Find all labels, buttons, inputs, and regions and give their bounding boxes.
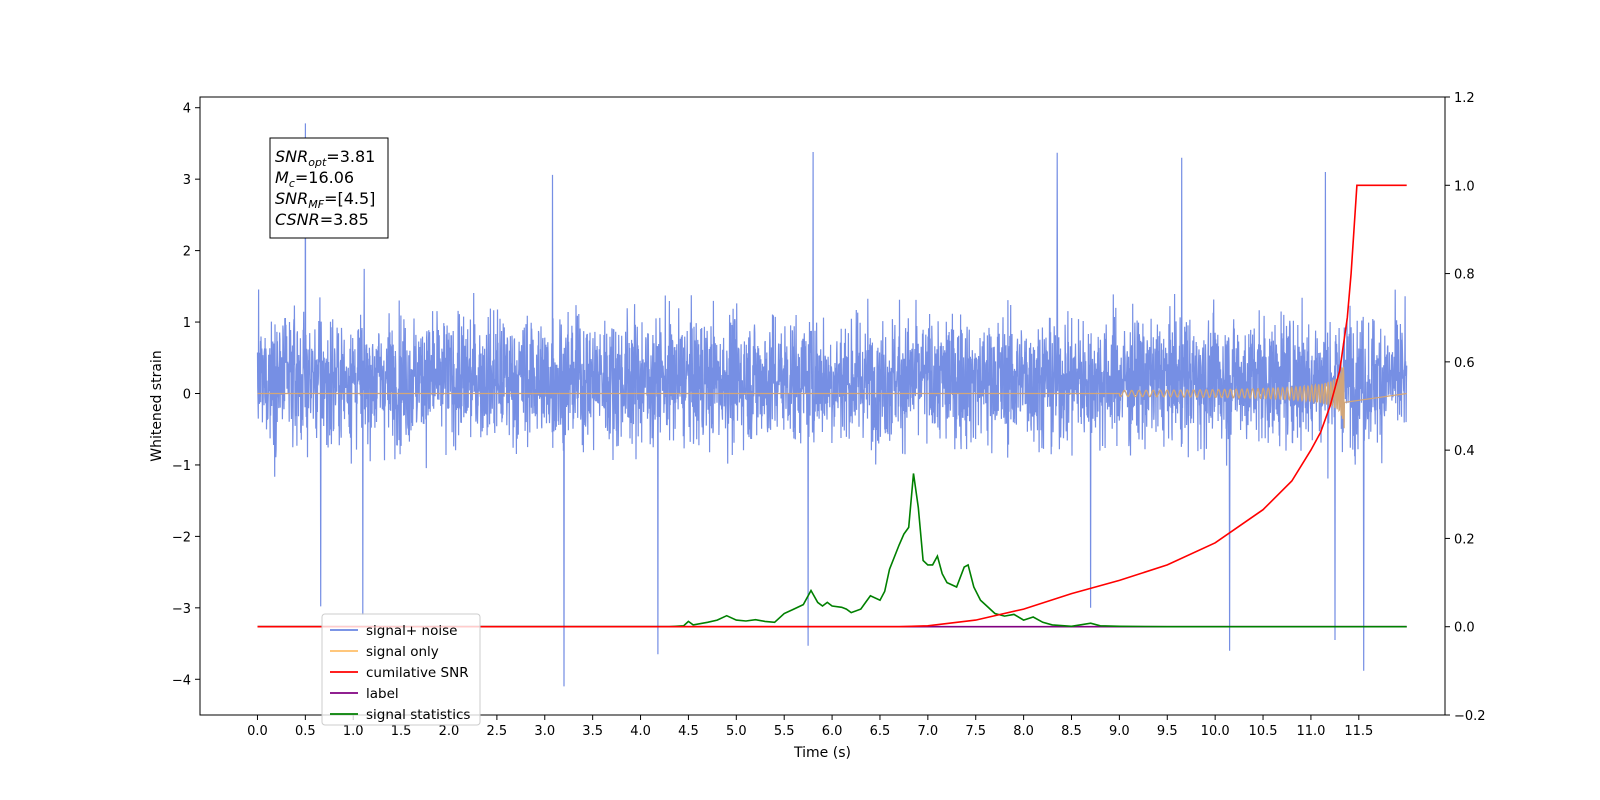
x-tick-label: 5.5 [774, 724, 795, 739]
plot-frame [199, 96, 1446, 716]
x-tick-label: 1.5 [391, 724, 412, 739]
x-tick-label: 5.0 [726, 724, 747, 739]
x-tick-label: 7.0 [918, 724, 939, 739]
y2-tick-label: 1.0 [1454, 179, 1475, 194]
y-tick-label: −2 [172, 530, 191, 545]
y2-tick-label: 0.4 [1454, 444, 1475, 459]
y-axis-left: 4 3 2 1 0 −1 −2 −3 −4 [172, 102, 200, 688]
legend-entry-label: signal statistics [366, 707, 470, 723]
y-tick-label: −1 [172, 459, 191, 474]
x-tick-label: 0.0 [247, 724, 268, 739]
x-tick-label: 3.5 [582, 724, 603, 739]
legend: signal+ noise signal only cumilative SNR la… [321, 613, 481, 726]
series-signal-only [257, 366, 1407, 429]
y2-tick-label: 0.2 [1454, 532, 1475, 547]
y-tick-label: 0 [183, 387, 191, 402]
y-axis-right: 1.2 1.0 0.8 0.6 0.4 0.2 0.0 −0.2 [1445, 91, 1486, 724]
x-tick-label: 11.0 [1296, 724, 1325, 739]
series-signal-plus-noise [256, 123, 1408, 687]
x-tick-label: 11.5 [1344, 724, 1373, 739]
annotation-line: SNRMF=[4.5] [275, 189, 375, 211]
x-tick-label: 8.0 [1013, 724, 1034, 739]
legend-frame [321, 613, 481, 726]
legend-entry-label: cumilative SNR [366, 665, 469, 681]
y2-tick-label: 0.6 [1454, 356, 1475, 371]
y-tick-label: 4 [183, 102, 191, 117]
annotation-line: CSNR=3.85 [275, 210, 369, 229]
x-axis: 0.0 0.5 1.0 1.5 2.0 2.5 3.0 3.5 4.0 4.5 5.0 5.5 6.0 6… [247, 715, 1373, 739]
x-tick-label: 1.0 [343, 724, 364, 739]
legend-entry-label: label [366, 686, 399, 702]
x-tick-label: 8.5 [1061, 724, 1082, 739]
x-tick-label: 10.0 [1201, 724, 1230, 739]
series-signal-statistics [257, 473, 1407, 628]
x-tick-label: 0.5 [295, 724, 316, 739]
y-tick-label: 2 [183, 245, 191, 260]
x-tick-label: 2.5 [487, 724, 508, 739]
plot-area [256, 123, 1408, 687]
x-tick-label: 3.0 [534, 724, 555, 739]
series-cumulative-snr [257, 184, 1407, 628]
x-tick-label: 4.5 [678, 724, 699, 739]
x-tick-label: 6.0 [822, 724, 843, 739]
y-tick-label: −3 [172, 602, 191, 617]
x-tick-label: 9.0 [1109, 724, 1130, 739]
y-tick-label: 1 [183, 316, 191, 331]
x-tick-label: 6.5 [870, 724, 891, 739]
y2-tick-label: 1.2 [1454, 91, 1475, 106]
x-tick-label: 7.5 [965, 724, 986, 739]
x-tick-label: 2.0 [439, 724, 460, 739]
x-tick-label: 9.5 [1157, 724, 1178, 739]
annotation-line: Mc=16.06 [275, 168, 354, 190]
y2-tick-label: 0.8 [1454, 268, 1475, 283]
annotation-frame [269, 137, 389, 239]
y2-tick-label: 0.0 [1454, 621, 1475, 636]
x-tick-label: 10.5 [1249, 724, 1278, 739]
legend-entry-label: signal+ noise [366, 623, 457, 639]
y-tick-label: 3 [183, 173, 191, 188]
annotation-line: SNRopt=3.81 [275, 147, 375, 169]
y2-tick-label: −0.2 [1454, 709, 1486, 724]
y-axis-label: Whitened strain [149, 350, 165, 461]
x-axis-label: Time (s) [793, 745, 851, 761]
y-tick-label: −4 [172, 673, 191, 688]
legend-entry-label: signal only [366, 644, 439, 660]
x-tick-label: 4.0 [630, 724, 651, 739]
